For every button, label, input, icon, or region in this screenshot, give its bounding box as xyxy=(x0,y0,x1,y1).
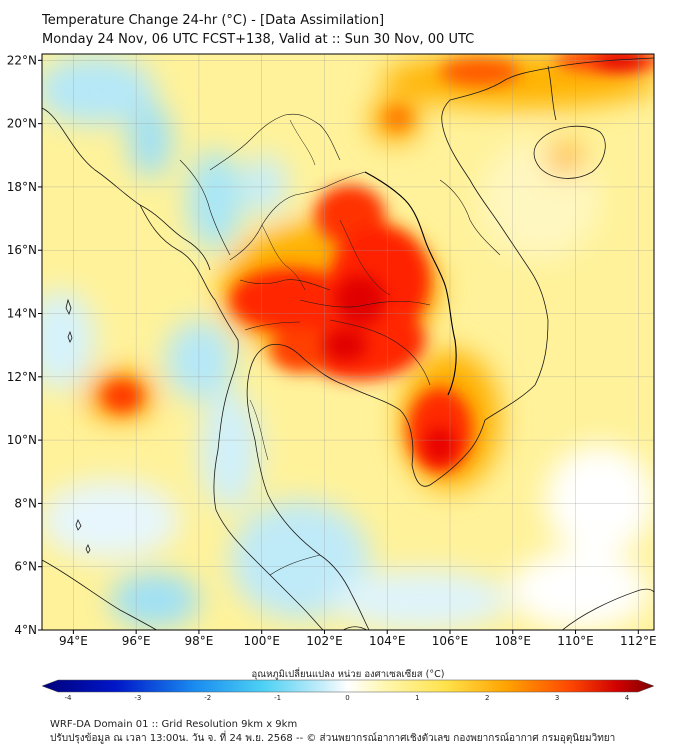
colorbar-tick-label: 3 xyxy=(555,694,559,702)
colorbar-bar xyxy=(41,679,655,693)
lat-tick-label: 6°N xyxy=(14,560,37,574)
colorbar-tick-label: -2 xyxy=(204,694,211,702)
lat-tick-label: 10°N xyxy=(7,433,37,447)
colorbar-tick-label: 2 xyxy=(485,694,489,702)
lon-tick-label: 98°E xyxy=(184,634,213,648)
colorbar-tick-label: -1 xyxy=(274,694,281,702)
colorbar-tick-label: 0 xyxy=(345,694,349,702)
footer-line-1: WRF-DA Domain 01 :: Grid Resolution 9km … xyxy=(50,719,298,730)
gridlines xyxy=(42,54,654,630)
colorbar-label: อุณหภูมิเปลี่ยนแปลง หน่วย องศาเซลเซียส (… xyxy=(252,667,445,680)
lon-tick-label: 108°E xyxy=(495,634,532,648)
lon-tick-label: 106°E xyxy=(432,634,469,648)
colorbar-tick-label: -3 xyxy=(134,694,141,702)
lon-tick-label: 96°E xyxy=(122,634,151,648)
lon-tick-label: 100°E xyxy=(243,634,280,648)
footer-line-2: ปรับปรุงข้อมูล ณ เวลา 13:00น. วัน จ. ที่… xyxy=(50,733,616,744)
coastlines-borders xyxy=(42,57,654,630)
lon-tick-label: 112°E xyxy=(620,634,657,648)
colorbar-tick-label: 1 xyxy=(415,694,419,702)
colorbar-ticks: -4 -3 -2 -1 0 1 2 3 4 xyxy=(65,694,630,702)
title-line-1: Temperature Change 24-hr (°C) - [Data As… xyxy=(42,13,385,28)
lat-tick-label: 16°N xyxy=(7,243,37,257)
lat-tick-label: 20°N xyxy=(7,117,37,131)
lat-tick-label: 12°N xyxy=(7,370,37,384)
temperature-field xyxy=(42,54,654,630)
chart-title: Temperature Change 24-hr (°C) - [Data As… xyxy=(42,11,474,49)
plot-frame xyxy=(41,53,655,631)
lat-tick-label: 22°N xyxy=(7,53,37,67)
colorbar: อุณหภูมิเปลี่ยนแปลง หน่วย องศาเซลเซียส (… xyxy=(41,667,655,702)
lat-tick-label: 4°N xyxy=(14,623,37,637)
longitude-axis: 94°E 96°E 98°E 100°E 102°E 104°E 106°E 108°E 110… xyxy=(59,630,657,648)
lon-tick-label: 110°E xyxy=(557,634,594,648)
latitude-axis: 4°N 6°N 8°N 10°N 12°N 14°N 16°N 18°N 20°N 22°N xyxy=(7,53,42,637)
lat-tick-label: 8°N xyxy=(14,496,37,510)
lon-tick-label: 102°E xyxy=(306,634,343,648)
colorbar-tick-label: -4 xyxy=(65,694,73,702)
title-line-2: Monday 24 Nov, 06 UTC FCST+138, Valid at… xyxy=(42,32,475,47)
lat-tick-label: 14°N xyxy=(7,307,37,321)
lat-tick-label: 18°N xyxy=(7,180,37,194)
lon-tick-label: 104°E xyxy=(369,634,406,648)
footer: WRF-DA Domain 01 :: Grid Resolution 9km … xyxy=(50,718,615,746)
colorbar-tick-label: 4 xyxy=(625,694,630,702)
lon-tick-label: 94°E xyxy=(59,634,88,648)
